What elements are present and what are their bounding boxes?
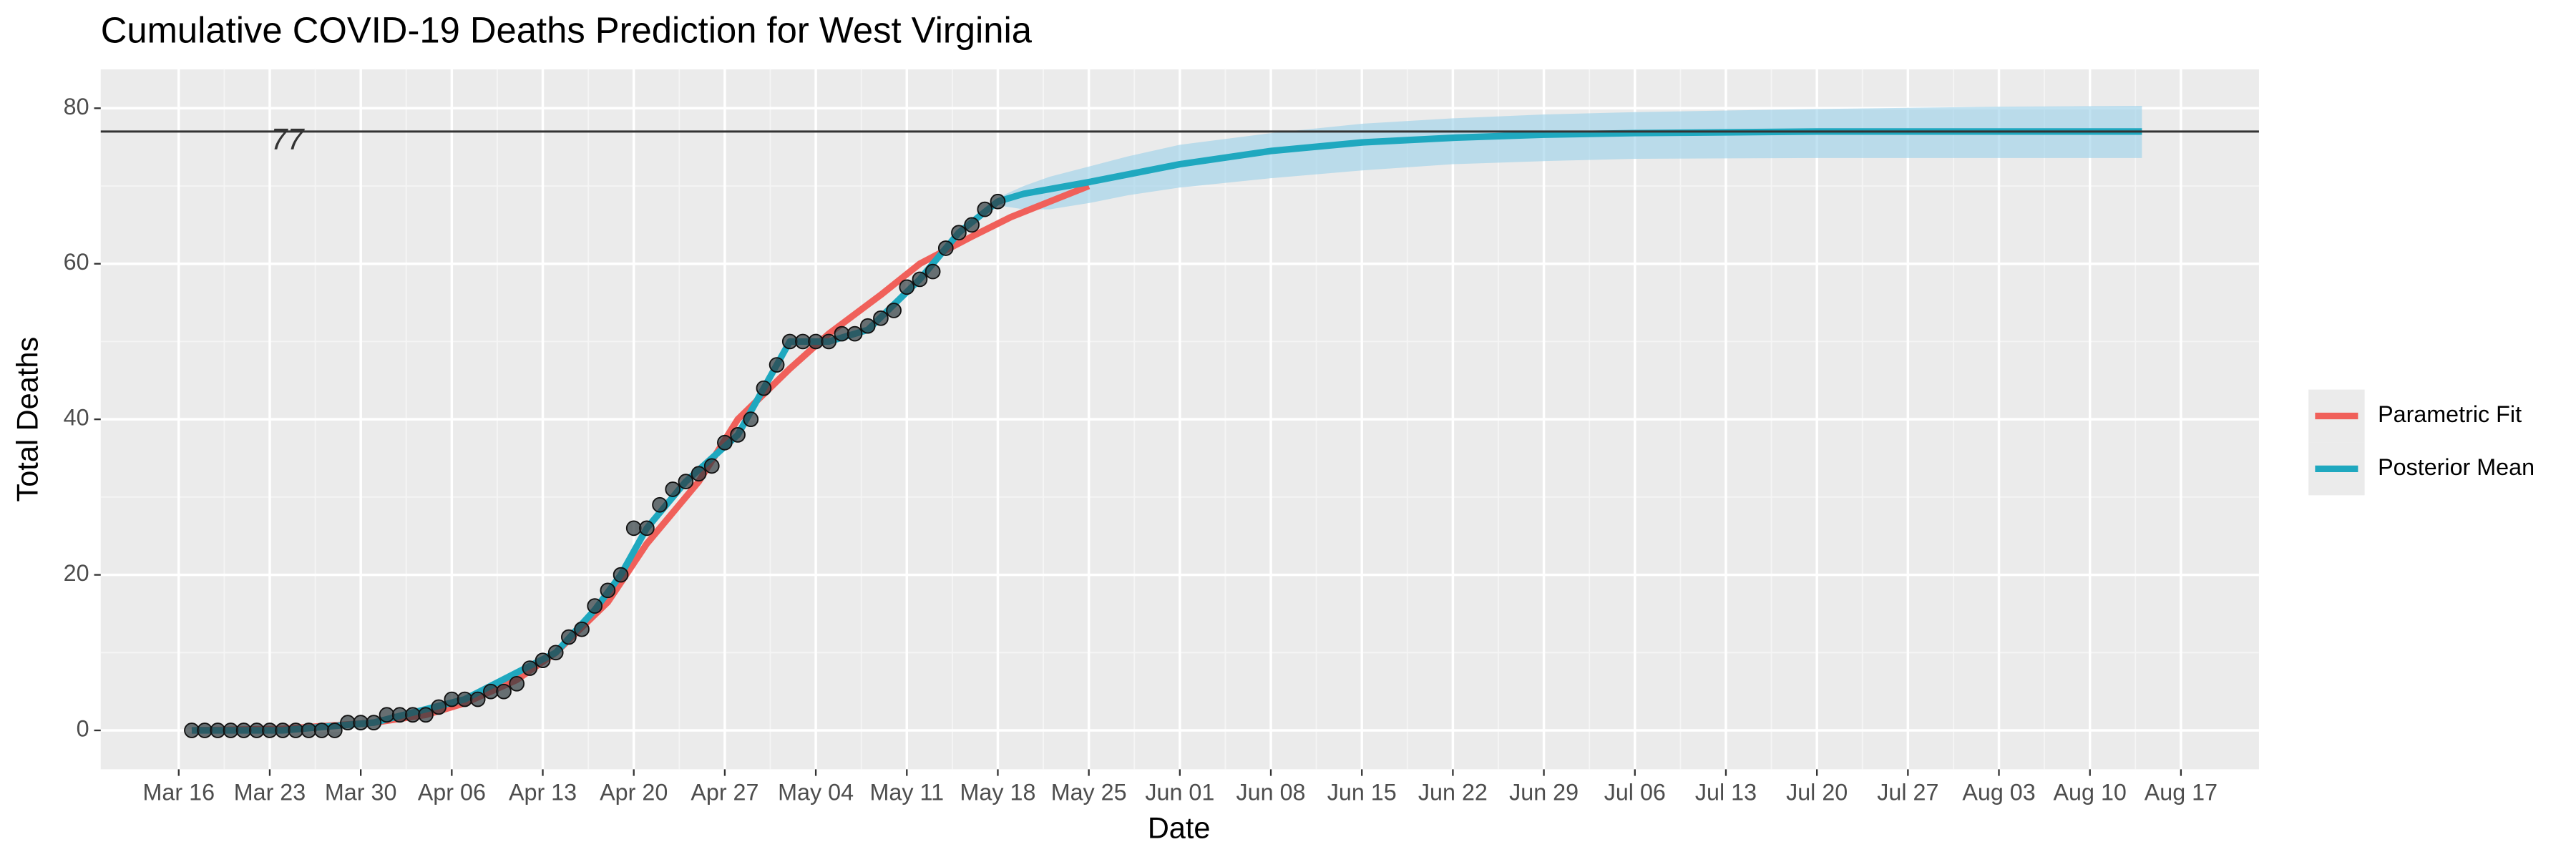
observed-point — [574, 621, 590, 637]
y-tick-label: 20 — [64, 560, 89, 586]
observed-point — [313, 723, 330, 738]
x-tick-label: May 18 — [960, 780, 1036, 805]
observed-point — [353, 715, 369, 731]
observed-point — [431, 699, 447, 715]
observed-point — [873, 310, 889, 326]
x-tick-label: Jun 08 — [1236, 780, 1306, 805]
observed-point — [262, 723, 278, 738]
observed-point — [769, 357, 785, 373]
observed-point — [535, 652, 551, 669]
observed-point — [404, 707, 421, 723]
observed-point — [248, 723, 265, 738]
observed-point — [808, 333, 824, 350]
x-tick-label: Aug 10 — [2054, 780, 2127, 805]
observed-point — [859, 318, 876, 334]
observed-point — [366, 715, 382, 731]
observed-point — [301, 723, 317, 738]
x-tick-label: Mar 16 — [143, 780, 215, 805]
observed-point — [561, 629, 577, 645]
x-tick-label: Jun 29 — [1509, 780, 1579, 805]
legend-label: Parametric Fit — [2378, 401, 2522, 427]
observed-point — [457, 691, 473, 707]
y-tick-label: 80 — [64, 94, 89, 119]
observed-point — [990, 193, 1006, 210]
observed-point — [391, 707, 408, 723]
x-tick-label: Apr 13 — [509, 780, 577, 805]
x-tick-label: Apr 06 — [418, 780, 486, 805]
observed-point — [912, 271, 928, 288]
observed-point — [235, 723, 252, 738]
observed-point — [886, 303, 902, 318]
observed-point — [444, 691, 460, 707]
observed-point — [509, 675, 525, 692]
x-tick-label: Mar 30 — [325, 780, 397, 805]
observed-point — [924, 263, 941, 280]
observed-point — [469, 691, 486, 707]
x-tick-label: Apr 27 — [691, 780, 758, 805]
observed-point — [834, 325, 850, 342]
observed-point — [639, 520, 655, 537]
observed-point — [522, 660, 538, 676]
observed-point — [717, 434, 733, 451]
observed-point — [951, 225, 967, 241]
observed-point — [977, 201, 993, 217]
observed-point — [730, 427, 746, 443]
x-tick-label: Jun 15 — [1327, 780, 1397, 805]
observed-point — [587, 598, 603, 614]
observed-point — [547, 645, 564, 661]
observed-point — [691, 466, 707, 482]
observed-point — [899, 279, 915, 295]
x-tick-label: May 25 — [1051, 780, 1127, 805]
reference-label: 77 — [270, 122, 305, 156]
observed-point — [756, 380, 772, 396]
observed-point — [821, 333, 837, 350]
observed-point — [625, 520, 642, 537]
observed-point — [795, 333, 811, 350]
observed-point — [326, 723, 343, 738]
observed-point — [197, 723, 213, 738]
observed-point — [665, 481, 681, 497]
x-tick-label: Aug 17 — [2145, 780, 2218, 805]
x-tick-label: Jul 06 — [1604, 780, 1666, 805]
x-tick-label: Jul 27 — [1877, 780, 1938, 805]
observed-point — [937, 240, 954, 256]
legend-label: Posterior Mean — [2378, 454, 2534, 480]
observed-point — [418, 707, 434, 723]
y-tick-label: 0 — [77, 716, 89, 742]
x-tick-label: May 04 — [778, 780, 854, 805]
y-tick-label: 60 — [64, 249, 89, 275]
observed-point — [703, 458, 720, 474]
observed-point — [781, 333, 798, 350]
observed-point — [964, 217, 980, 233]
observed-point — [275, 723, 291, 738]
observed-point — [847, 325, 863, 342]
observed-point — [613, 567, 629, 583]
observed-point — [223, 723, 239, 738]
observed-point — [184, 723, 200, 738]
observed-point — [340, 715, 356, 731]
x-tick-label: Mar 23 — [234, 780, 306, 805]
observed-point — [652, 496, 668, 513]
x-tick-label: Jun 22 — [1418, 780, 1488, 805]
x-tick-label: Apr 20 — [600, 780, 668, 805]
x-tick-label: May 11 — [870, 780, 945, 805]
x-tick-label: Jul 20 — [1786, 780, 1848, 805]
y-tick-label: 40 — [64, 405, 89, 431]
observed-point — [483, 683, 499, 700]
y-axis-label: Total Deaths — [11, 337, 44, 502]
observed-point — [210, 723, 226, 738]
observed-point — [379, 707, 395, 723]
x-tick-label: Aug 03 — [1962, 780, 2035, 805]
chart-title: Cumulative COVID-19 Deaths Prediction fo… — [101, 10, 1033, 51]
x-tick-label: Jun 01 — [1145, 780, 1214, 805]
observed-point — [678, 474, 694, 489]
x-tick-label: Jul 13 — [1695, 780, 1757, 805]
observed-point — [288, 723, 304, 738]
observed-point — [600, 582, 616, 599]
observed-point — [743, 411, 759, 427]
x-axis-label: Date — [1148, 811, 1211, 845]
observed-point — [496, 683, 512, 700]
